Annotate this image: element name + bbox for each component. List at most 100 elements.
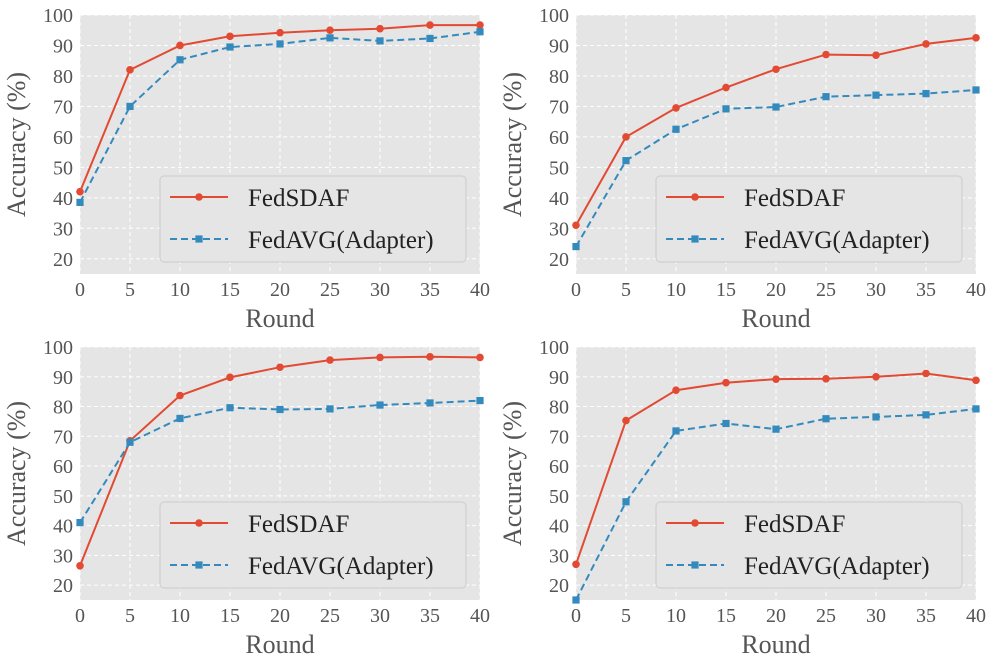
- data-point: [872, 91, 880, 99]
- legend-marker: [195, 561, 203, 569]
- legend-label: FedAVG(Adapter): [744, 553, 930, 580]
- x-tick-label: 30: [370, 605, 390, 627]
- x-axis-title: Round: [741, 304, 810, 333]
- x-tick-label: 10: [170, 279, 190, 301]
- legend: FedSDAF FedAVG(Adapter): [159, 501, 467, 589]
- y-tick-label: 30: [549, 218, 569, 240]
- x-tick-label: 15: [220, 605, 240, 627]
- data-point: [276, 363, 284, 372]
- legend-marker: [195, 519, 203, 527]
- y-axis-title: Accuracy (%): [2, 401, 31, 546]
- data-point: [76, 561, 84, 570]
- y-tick-label: 90: [549, 367, 569, 389]
- legend-item-1: FedSDAF: [666, 185, 845, 212]
- data-point: [622, 416, 630, 425]
- data-point: [126, 102, 134, 111]
- x-tick-label: 5: [621, 605, 631, 627]
- legend-label: FedAVG(Adapter): [744, 227, 930, 254]
- data-point: [226, 404, 234, 412]
- y-tick-label: 50: [549, 486, 569, 508]
- legend-label: FedSDAF: [744, 511, 845, 538]
- x-tick-label: 35: [916, 279, 936, 301]
- y-tick-label: 80: [53, 66, 73, 88]
- x-tick-label: 20: [270, 605, 290, 627]
- legend-item-2: FedAVG(Adapter): [170, 227, 434, 254]
- y-tick-label: 70: [549, 426, 569, 448]
- y-tick-label: 20: [549, 575, 569, 597]
- data-point: [672, 427, 680, 435]
- data-point: [672, 386, 680, 394]
- y-tick-label: 30: [53, 218, 73, 240]
- x-tick-label: 0: [571, 279, 581, 301]
- legend-box: [159, 175, 467, 263]
- data-point: [376, 37, 384, 45]
- data-point: [622, 133, 630, 141]
- legend-marker: [195, 193, 203, 201]
- data-point: [872, 372, 880, 381]
- x-axis-title: Round: [245, 304, 314, 333]
- data-point: [276, 405, 284, 414]
- legend-box: [655, 175, 963, 263]
- series-line-2: [79, 399, 481, 524]
- data-point: [822, 375, 830, 383]
- y-tick-label: 90: [53, 367, 73, 389]
- legend-item-1: FedSDAF: [170, 185, 349, 212]
- data-point: [972, 376, 980, 385]
- legend-box: [655, 501, 963, 589]
- data-point: [426, 353, 434, 361]
- data-point: [972, 34, 980, 42]
- series-group: [76, 21, 484, 206]
- x-tick-label: 25: [816, 605, 836, 627]
- x-tick-label: 35: [420, 279, 440, 301]
- y-tick-label: 90: [549, 35, 569, 57]
- legend-marker: [195, 235, 203, 243]
- data-point: [326, 405, 334, 413]
- data-point: [326, 26, 334, 35]
- y-tick-label: 40: [549, 516, 569, 538]
- y-tick-label: 60: [549, 456, 569, 478]
- x-axis-title: Round: [741, 630, 810, 659]
- data-point: [76, 198, 84, 206]
- x-tick-label: 15: [220, 279, 240, 301]
- data-point: [572, 221, 580, 230]
- legend-marker: [691, 235, 699, 243]
- data-point: [426, 399, 434, 407]
- y-tick-label: 80: [53, 397, 73, 419]
- legend-item-1: FedSDAF: [666, 511, 845, 538]
- data-point: [972, 405, 980, 413]
- data-point: [76, 187, 84, 196]
- data-point: [672, 104, 680, 112]
- legend-label: FedSDAF: [744, 185, 845, 212]
- y-tick-label: 20: [53, 249, 73, 271]
- legend: FedSDAF FedAVG(Adapter): [655, 175, 963, 263]
- y-axis-title: Accuracy (%): [2, 72, 31, 217]
- data-point: [276, 28, 284, 37]
- y-tick-label: 60: [549, 127, 569, 149]
- x-tick-label: 15: [716, 605, 736, 627]
- data-point: [326, 34, 334, 42]
- data-point: [672, 125, 680, 133]
- x-tick-label: 25: [320, 605, 340, 627]
- data-point: [476, 21, 484, 29]
- data-point: [722, 83, 730, 92]
- data-point: [226, 373, 234, 382]
- data-point: [722, 378, 730, 387]
- y-tick-label: 30: [53, 545, 73, 567]
- legend-label: FedSDAF: [248, 511, 349, 538]
- x-tick-label: 5: [621, 279, 631, 301]
- data-point: [276, 40, 284, 48]
- data-point: [622, 498, 630, 506]
- data-point: [226, 43, 234, 51]
- x-tick-label: 20: [766, 605, 786, 627]
- data-point: [922, 369, 930, 378]
- data-point: [176, 41, 184, 50]
- legend-marker: [691, 519, 699, 527]
- data-point: [772, 65, 780, 74]
- data-point: [872, 51, 880, 60]
- data-point: [376, 401, 384, 409]
- data-point: [922, 40, 930, 48]
- data-point: [572, 560, 580, 569]
- legend-item-2: FedAVG(Adapter): [666, 553, 930, 580]
- x-tick-label: 10: [170, 605, 190, 627]
- x-tick-label: 35: [420, 605, 440, 627]
